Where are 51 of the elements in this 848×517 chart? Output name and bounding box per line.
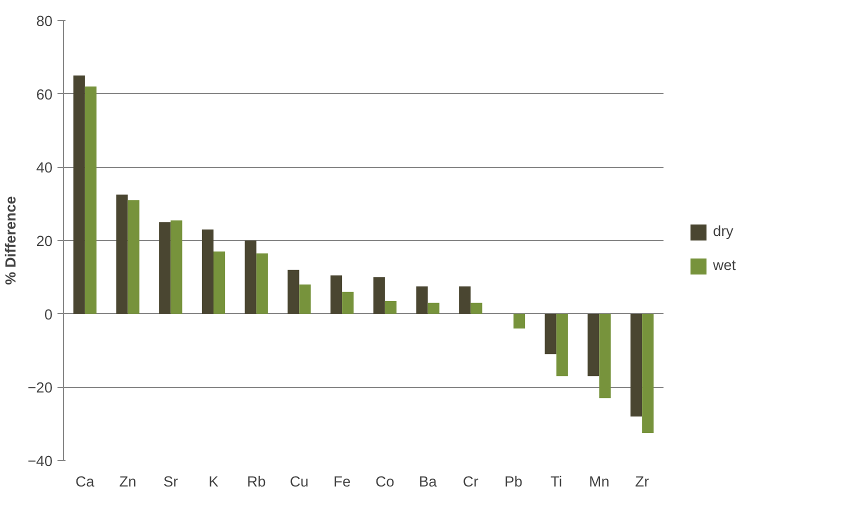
bar: [544, 314, 556, 354]
bar: [170, 220, 182, 314]
bar: [159, 222, 171, 314]
bar: [288, 270, 300, 314]
bar: [416, 286, 428, 314]
bar: [373, 277, 385, 314]
bar: [459, 286, 471, 314]
y-tick-label: −40: [28, 454, 53, 470]
bar: [73, 76, 85, 314]
y-tick-label: 0: [44, 307, 53, 324]
x-tick-label: Ca: [76, 474, 96, 490]
x-tick-label: K: [208, 474, 219, 490]
bar: [588, 314, 600, 376]
y-tick-label: 80: [36, 14, 53, 30]
bar: [342, 292, 354, 314]
bar: [330, 275, 342, 314]
x-tick-label: Ba: [418, 474, 438, 490]
bar: [84, 86, 96, 314]
x-tick-label: Fe: [334, 474, 351, 490]
bar: [256, 253, 268, 314]
y-tick-label: 40: [36, 160, 53, 177]
bar: [214, 252, 226, 314]
x-tick-label: Rb: [246, 474, 266, 490]
bar: [116, 194, 128, 314]
legend-label: dry: [713, 224, 734, 240]
x-tick-label: Mn: [589, 474, 610, 490]
bar: [599, 314, 611, 398]
bar: [556, 314, 568, 376]
legend-label: wet: [713, 258, 736, 274]
x-tick-label: Zn: [119, 474, 136, 490]
y-tick-label: 60: [36, 87, 53, 104]
x-tick-label: Co: [376, 474, 394, 490]
x-tick-label: Cr: [462, 474, 478, 490]
bar: [428, 302, 440, 314]
bar: [202, 230, 214, 314]
x-tick-label: Ti: [550, 474, 562, 490]
y-axis-title: % Difference: [4, 196, 20, 285]
y-tick-label: 20: [36, 234, 53, 250]
bar: [299, 284, 311, 314]
bar: [630, 314, 642, 416]
x-tick-label: Zr: [635, 474, 650, 490]
x-tick-label: Cu: [290, 474, 309, 490]
bar: [244, 240, 256, 314]
bar: [384, 301, 396, 314]
bar: [642, 314, 654, 433]
x-tick-label: Sr: [163, 474, 178, 490]
x-tick-label: Pb: [504, 474, 522, 490]
bar: [128, 200, 140, 314]
bar: [470, 302, 482, 314]
bar: [514, 314, 526, 328]
y-tick-label: −20: [28, 380, 53, 397]
